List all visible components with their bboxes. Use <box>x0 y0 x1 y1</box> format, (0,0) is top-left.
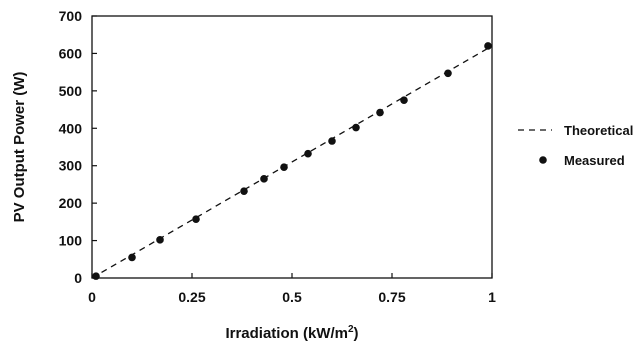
x-axis-title-superscript: 2 <box>348 324 354 335</box>
y-tick-label: 300 <box>59 158 83 174</box>
measured-point <box>400 96 408 105</box>
measured-point <box>444 69 452 78</box>
measured-point <box>92 272 100 280</box>
measured-point <box>240 187 248 195</box>
x-tick-label: 0.25 <box>178 289 205 305</box>
measured-point <box>328 137 336 145</box>
y-tick-label: 200 <box>59 195 83 211</box>
measured-point <box>484 42 492 50</box>
x-axis-title: Irradiation (kW/m2) <box>225 324 358 342</box>
plot-area-frame <box>91 15 493 279</box>
y-axis-title: PV Output Power (W) <box>11 72 28 223</box>
y-axis-ticks: 0 100 200 300 400 500 600 700 <box>59 8 97 286</box>
legend-measured-marker <box>539 156 547 164</box>
x-axis-ticks: 0 0.25 0.5 0.75 1 <box>88 273 496 305</box>
y-tick-label: 0 <box>74 270 82 286</box>
measured-point <box>304 149 312 158</box>
legend-theoretical-label: Theoretical <box>564 123 633 138</box>
theoretical-line <box>91 45 493 279</box>
x-tick-label: 0.75 <box>378 289 405 305</box>
measured-point <box>128 253 136 262</box>
measured-point <box>192 215 200 224</box>
measured-point <box>280 163 288 172</box>
x-axis-title-main: Irradiation (kW/m <box>225 325 348 342</box>
y-tick-label: 700 <box>59 8 83 24</box>
measured-point <box>376 108 384 117</box>
series-layer <box>91 42 493 280</box>
x-tick-label: 0 <box>88 289 96 305</box>
y-tick-label: 400 <box>59 120 83 136</box>
y-tick-label: 600 <box>59 45 83 61</box>
x-axis-title-tail: ) <box>354 325 359 342</box>
y-tick-label: 500 <box>59 83 83 99</box>
legend: Theoretical Measured <box>518 123 633 168</box>
x-tick-label: 1 <box>488 289 496 305</box>
x-tick-label: 0.5 <box>282 289 302 305</box>
measured-point <box>260 175 268 183</box>
measured-point <box>156 236 164 244</box>
measured-point <box>352 123 360 132</box>
y-tick-label: 100 <box>59 233 83 249</box>
legend-measured-label: Measured <box>564 153 625 168</box>
